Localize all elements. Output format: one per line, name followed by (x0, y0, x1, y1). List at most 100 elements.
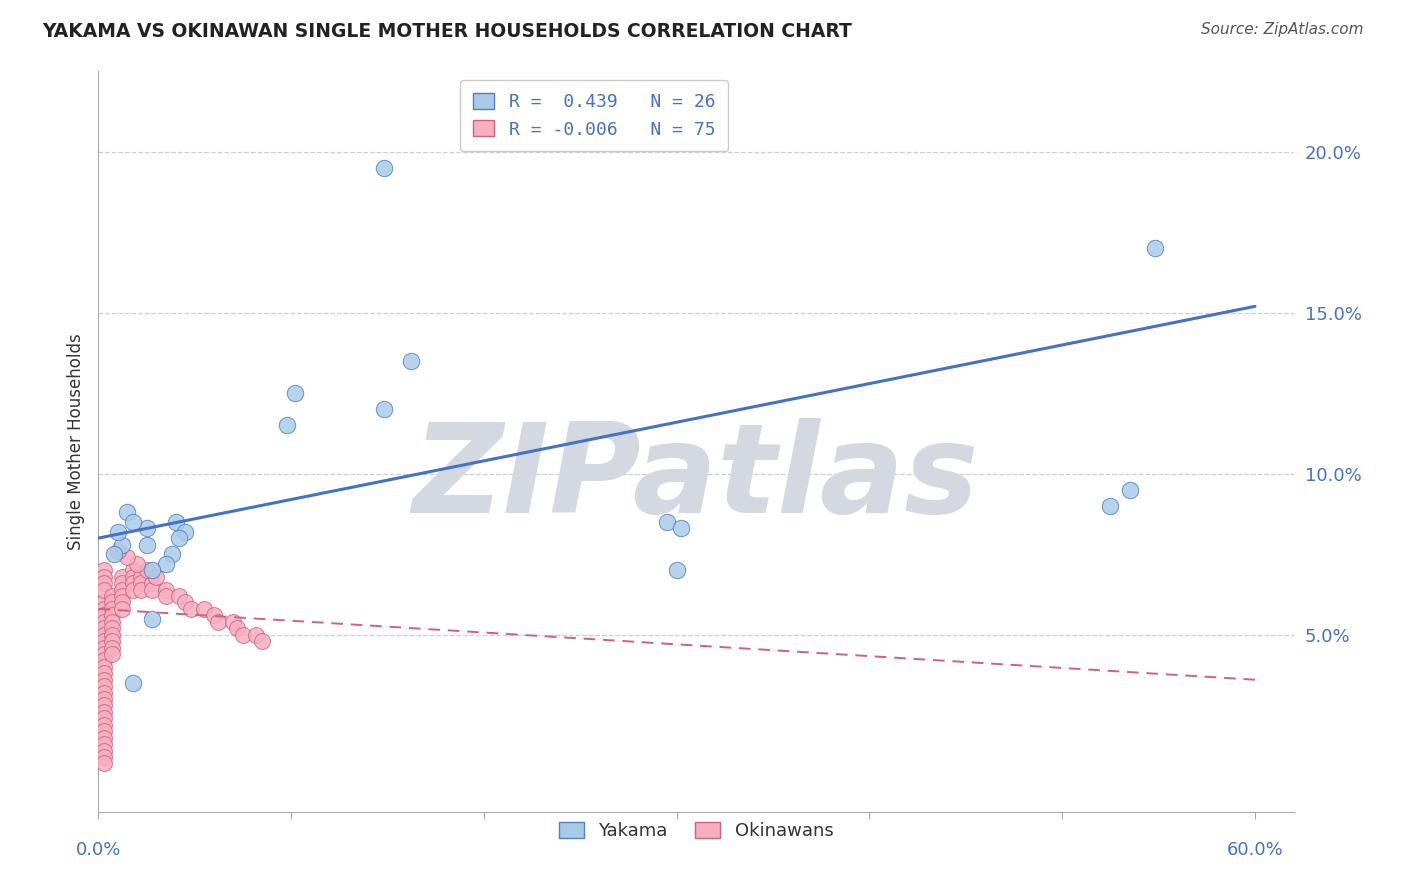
Point (155, 582, 177, 597)
Point (93, 647, 115, 661)
Point (93, 724, 115, 739)
Point (135, 537, 157, 551)
Point (122, 576, 145, 591)
Point (101, 589, 124, 603)
Point (93, 563, 115, 577)
Point (110, 595, 132, 609)
Point (93, 653, 115, 667)
Point (252, 634, 274, 648)
Point (93, 756, 115, 771)
Point (202, 608, 225, 623)
Point (110, 589, 132, 603)
Point (135, 521, 157, 535)
Point (93, 602, 115, 616)
Point (93, 673, 115, 687)
Point (141, 582, 163, 597)
Point (93, 640, 115, 655)
Point (165, 515, 187, 529)
Point (226, 621, 249, 635)
Point (107, 524, 129, 539)
Point (93, 679, 115, 693)
Point (93, 666, 115, 681)
Point (122, 515, 145, 529)
Text: YAKAMA VS OKINAWAN SINGLE MOTHER HOUSEHOLDS CORRELATION CHART: YAKAMA VS OKINAWAN SINGLE MOTHER HOUSEHO… (42, 22, 852, 41)
Point (93, 711, 115, 725)
Point (101, 628, 124, 642)
Point (125, 557, 148, 571)
Point (93, 685, 115, 699)
Point (101, 621, 124, 635)
Point (122, 570, 145, 584)
Point (193, 602, 215, 616)
Point (93, 660, 115, 674)
Text: ZIPatlas: ZIPatlas (413, 418, 979, 539)
Point (141, 576, 163, 591)
Point (93, 595, 115, 609)
Point (117, 505, 139, 519)
Point (107, 544, 129, 558)
Point (207, 615, 229, 629)
Point (110, 537, 132, 551)
Y-axis label: Single Mother Households: Single Mother Households (67, 334, 86, 549)
Point (101, 615, 124, 629)
Point (101, 595, 124, 609)
Point (93, 621, 115, 635)
Point (93, 615, 115, 629)
Point (93, 692, 115, 706)
Point (222, 615, 245, 629)
Point (174, 524, 197, 539)
Point (122, 563, 145, 577)
Point (93, 570, 115, 584)
Point (103, 547, 125, 561)
Point (373, 161, 395, 175)
Point (101, 640, 124, 655)
Point (245, 628, 267, 642)
Point (93, 628, 115, 642)
Point (93, 698, 115, 713)
Point (110, 576, 132, 591)
Point (117, 550, 139, 565)
Point (169, 531, 191, 545)
Point (101, 608, 124, 623)
Point (101, 634, 124, 648)
Point (155, 557, 177, 571)
Point (93, 608, 115, 623)
Point (93, 731, 115, 745)
Point (1118, 483, 1140, 497)
Point (93, 705, 115, 719)
Point (93, 737, 115, 751)
Point (160, 547, 183, 561)
Legend: Yakama, Okinawans: Yakama, Okinawans (551, 814, 841, 847)
Point (93, 750, 115, 764)
Point (373, 402, 395, 417)
Point (669, 521, 692, 535)
Point (129, 570, 152, 584)
Point (232, 628, 254, 642)
Text: 0.0%: 0.0% (76, 841, 121, 859)
Point (122, 582, 145, 597)
Point (93, 582, 115, 597)
Point (93, 718, 115, 732)
Text: 60.0%: 60.0% (1226, 841, 1284, 859)
Point (110, 582, 132, 597)
Point (101, 602, 124, 616)
Point (129, 576, 152, 591)
Point (93, 634, 115, 648)
Point (141, 563, 163, 577)
Point (110, 570, 132, 584)
Text: Source: ZipAtlas.com: Source: ZipAtlas.com (1201, 22, 1364, 37)
Point (276, 418, 298, 433)
Point (180, 602, 202, 616)
Point (169, 589, 191, 603)
Point (101, 647, 124, 661)
Point (135, 563, 157, 577)
Point (110, 602, 132, 616)
Point (174, 595, 197, 609)
Point (399, 354, 422, 368)
Point (141, 611, 163, 625)
Point (1143, 241, 1166, 255)
Point (665, 563, 688, 577)
Point (284, 386, 307, 401)
Point (145, 570, 167, 584)
Point (122, 676, 145, 690)
